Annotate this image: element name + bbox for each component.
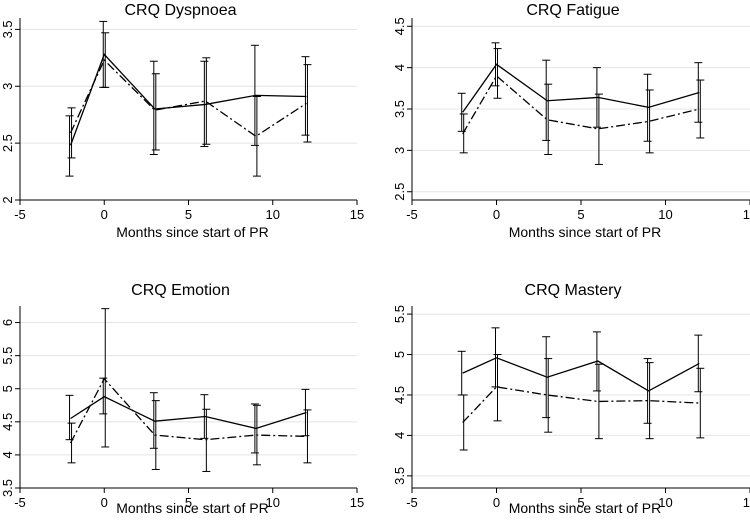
y-tick-label: 3.5 (392, 467, 407, 485)
x-tick-label: 0 (101, 207, 108, 222)
y-tick-label: 5.5 (392, 305, 407, 323)
y-tick-label: 2.5 (392, 183, 407, 201)
panel-1: 2 2.5 3 3.5 -5 0 5 10 15 CRQ Dyspnoea Months since… (0, 2, 364, 240)
x-tick-label: 0 (493, 495, 500, 510)
y-tick-label: 6 (0, 319, 15, 326)
series-line-dash-dot (463, 387, 700, 423)
panel-title: CRQ Fatigue (526, 2, 619, 19)
y-tick-label: 5.5 (0, 347, 15, 365)
y-tick-label: 3.5 (0, 479, 15, 497)
series-dash-dot (68, 309, 312, 472)
x-tick-label: 15 (350, 495, 364, 510)
x-tick-label: 0 (101, 495, 108, 510)
series-solid (458, 43, 703, 141)
y-tick-label: 4.5 (392, 386, 407, 404)
panel-title: CRQ Emotion (131, 282, 230, 299)
series-line-solid (71, 54, 307, 145)
series-solid (66, 378, 310, 453)
series-solid (66, 21, 310, 176)
x-tick-label: 15 (743, 207, 750, 222)
x-tick-label: 5 (185, 207, 192, 222)
x-tick-label: 5 (577, 207, 584, 222)
panel-title: CRQ Mastery (525, 282, 622, 299)
x-tick-label: -5 (406, 207, 418, 222)
series-dash-dot (460, 49, 705, 165)
x-tick-label: 15 (350, 207, 364, 222)
y-tick-label: 3.5 (392, 100, 407, 118)
x-axis-label: Months since start of PR (509, 500, 662, 516)
x-axis-label: Months since start of PR (116, 224, 269, 240)
x-tick-label: 10 (266, 207, 280, 222)
panel-title: CRQ Dyspnoea (124, 2, 236, 19)
series-line-dash-dot (463, 76, 700, 134)
y-tick-label: 4 (0, 451, 15, 458)
x-axis-label: Months since start of PR (116, 500, 269, 516)
x-tick-label: -5 (14, 495, 26, 510)
x-axis-label: Months since start of PR (509, 224, 662, 240)
y-tick-label: 2 (0, 196, 15, 203)
x-tick-label: 0 (493, 207, 500, 222)
series-line-solid (463, 358, 700, 391)
y-tick-label: 4 (392, 64, 407, 71)
y-tick-label: 4 (392, 432, 407, 439)
y-tick-label: 4.5 (392, 17, 407, 35)
y-tick-label: 5 (0, 385, 15, 392)
x-tick-label: 10 (658, 207, 672, 222)
panel-2: 2.5 3 3.5 4 4.5 -5 0 5 10 15 CRQ Fatigue Months sin… (392, 2, 750, 240)
y-tick-label: 4.5 (0, 413, 15, 431)
y-tick-label: 5 (392, 351, 407, 358)
series-solid (458, 328, 703, 423)
series-line-solid (71, 397, 307, 429)
x-tick-label: 15 (743, 495, 750, 510)
y-tick-label: 2.5 (0, 134, 15, 152)
series-line-solid (463, 64, 700, 112)
y-tick-label: 3.5 (0, 20, 15, 38)
y-tick-label: 3 (0, 83, 15, 90)
y-tick-label: 3 (392, 147, 407, 154)
x-tick-label: -5 (14, 207, 26, 222)
series-line-dash-dot (71, 60, 307, 136)
x-tick-label: -5 (406, 495, 418, 510)
